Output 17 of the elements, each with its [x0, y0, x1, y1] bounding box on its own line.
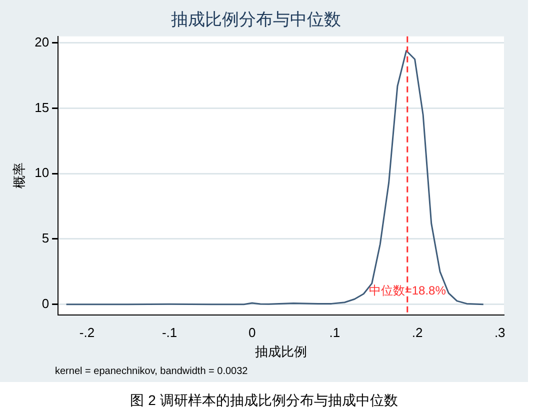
ref-line-label: 中位数=18.8% — [368, 284, 446, 298]
chart-title: 抽成比例分布与中位数 — [171, 10, 341, 29]
y-axis-title: 概率 — [11, 162, 26, 189]
x-tick-label: .3 — [494, 325, 506, 340]
x-tick-label: -.1 — [162, 325, 178, 340]
x-tick-label: -.2 — [79, 325, 95, 340]
y-tick-label: 5 — [42, 230, 50, 246]
y-tick-label: 20 — [34, 34, 50, 50]
caption: 图 2 调研样本的抽成比例分布与抽成中位数 — [129, 392, 399, 410]
x-tick-label: 0 — [248, 325, 256, 340]
text: kernel = epanechnikov, bandwidth = 0.0032 — [55, 366, 248, 377]
x-tick-label: .2 — [412, 325, 423, 340]
x-axis-title: 抽成比例 — [255, 344, 308, 359]
y-tick-label: 15 — [34, 100, 50, 115]
x-tick-label: .1 — [329, 325, 340, 340]
y-tick-label: 0 — [42, 296, 50, 311]
y-tick-label: 10 — [34, 165, 50, 180]
